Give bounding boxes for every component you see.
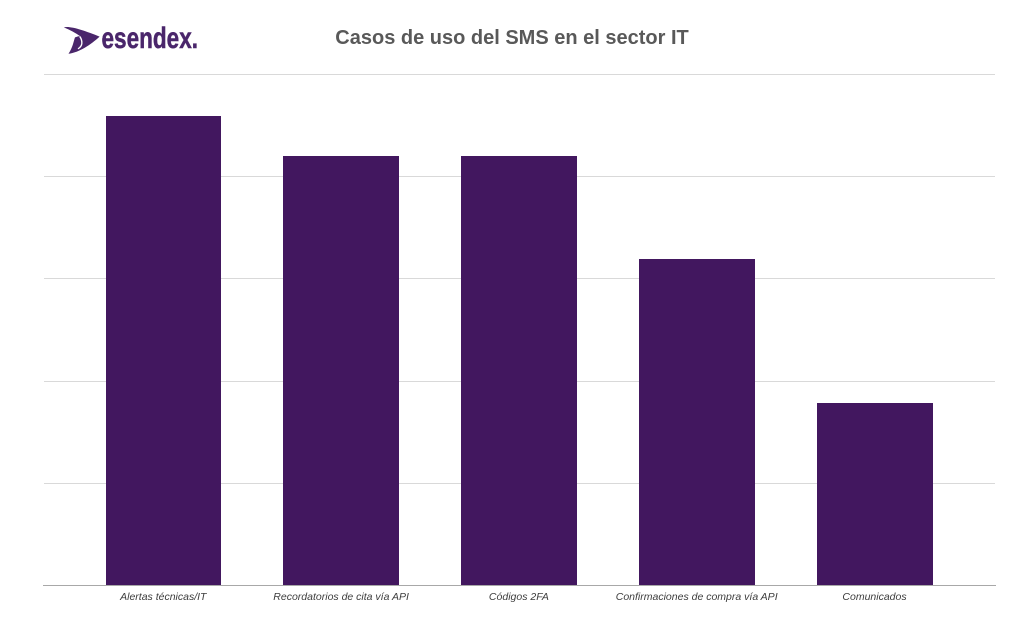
svg-text:esendex.: esendex. <box>102 22 199 55</box>
